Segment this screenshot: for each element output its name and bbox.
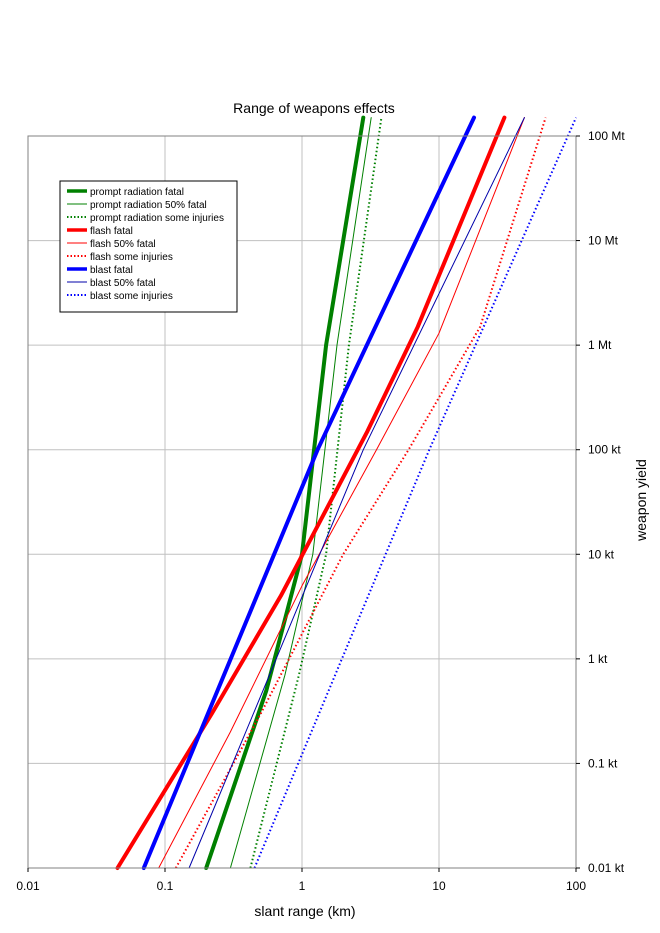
series-line-3 bbox=[249, 117, 383, 869]
y-tick-label: 0.01 kt bbox=[588, 861, 625, 875]
x-tick-label: 10 bbox=[432, 879, 446, 893]
chart-title: Range of weapons effects bbox=[233, 100, 395, 116]
legend-label: flash some injuries bbox=[90, 252, 173, 263]
y-tick-label: 10 kt bbox=[588, 547, 615, 561]
x-tick-label: 1 bbox=[299, 879, 306, 893]
y-tick-label: 1 kt bbox=[588, 652, 608, 666]
legend-label: prompt radiation fatal bbox=[90, 187, 184, 198]
legend: prompt radiation fatal prompt radiation 5… bbox=[59, 180, 238, 313]
legend-label: flash 50% fatal bbox=[90, 239, 156, 250]
series-line-5 bbox=[158, 117, 525, 869]
series-line-6 bbox=[174, 117, 547, 869]
legend-label: flash fatal bbox=[90, 226, 133, 237]
x-axis-label: slant range (km) bbox=[254, 903, 355, 919]
series-line-2 bbox=[229, 117, 372, 869]
legend-label: prompt radiation 50% fatal bbox=[90, 200, 207, 211]
x-axis-ticks: 0.01 0.1 1 10 100 bbox=[16, 868, 586, 893]
y-tick-label: 0.1 kt bbox=[588, 756, 618, 770]
legend-label: prompt radiation some injuries bbox=[90, 213, 224, 224]
series-line-8 bbox=[188, 117, 525, 869]
series-line-9 bbox=[253, 117, 577, 869]
y-tick-label: 100 kt bbox=[588, 443, 621, 457]
legend-box bbox=[59, 180, 238, 313]
y-tick-label: 1 Mt bbox=[588, 338, 612, 352]
y-tick-label: 10 Mt bbox=[588, 234, 619, 248]
series-lines bbox=[115, 115, 577, 870]
legend-label: blast fatal bbox=[90, 265, 133, 276]
y-axis-ticks: 0.01 kt 0.1 kt 1 kt 10 kt 100 kt 1 Mt 10 Mt 100… bbox=[576, 129, 625, 875]
legend-label: blast 50% fatal bbox=[90, 278, 156, 289]
x-tick-label: 100 bbox=[566, 879, 586, 893]
legend-label: blast some injuries bbox=[90, 291, 173, 302]
x-tick-label: 0.1 bbox=[157, 879, 174, 893]
y-tick-label: 100 Mt bbox=[588, 129, 625, 143]
x-tick-label: 0.01 bbox=[16, 879, 40, 893]
y-axis-label: weapon yield bbox=[633, 459, 649, 542]
series-line-7 bbox=[141, 115, 476, 870]
